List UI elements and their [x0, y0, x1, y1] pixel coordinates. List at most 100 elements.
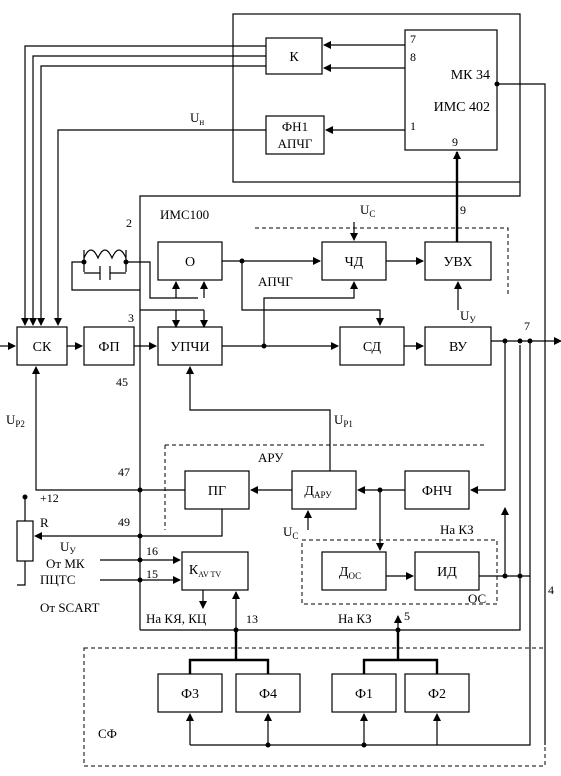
label-up1: UР1	[334, 412, 353, 429]
block-chd	[321, 241, 387, 281]
block-mk34	[404, 29, 498, 151]
label-ot-mk: От МК	[46, 556, 85, 571]
pin-45: 45	[116, 375, 128, 389]
block-kav-label: КAV TV	[189, 563, 221, 579]
label-na-kz-bottom: На КЗ	[338, 611, 372, 626]
pin-2: 2	[126, 216, 132, 230]
label-uc-main: U	[360, 202, 370, 217]
label-na-kz-top: На КЗ	[440, 522, 474, 537]
block-fn1-line1: ФН1	[282, 119, 308, 134]
resistor-r	[16, 520, 34, 562]
block-dos	[321, 551, 387, 591]
os-dashed-frame	[301, 539, 498, 605]
block-f2-label: Ф2	[428, 687, 446, 702]
ims100-dashed-outline	[255, 227, 509, 296]
block-uvx	[424, 241, 492, 281]
label-ims100: ИМС100	[160, 207, 209, 222]
label-uc2-main: U	[283, 524, 293, 539]
pin-8-mk: 8	[410, 50, 416, 64]
block-mk34-title: МК 34	[451, 68, 490, 83]
pin-3: 3	[128, 311, 134, 325]
block-sk-label: СК	[33, 340, 52, 355]
block-fp-label: ФП	[98, 340, 119, 355]
label-uc2: UС	[283, 524, 298, 541]
sf-dashed-frame	[83, 647, 546, 767]
block-o	[157, 241, 223, 281]
label-uy-sub: У	[469, 315, 476, 325]
block-dos-sub: ОС	[348, 571, 361, 581]
mk-module-frame	[232, 13, 521, 183]
label-sf: СФ	[98, 726, 117, 741]
block-pg-label: ПГ	[208, 484, 226, 499]
block-uvx-label: УВХ	[443, 255, 472, 270]
block-mk34-ims: ИМС 402	[434, 100, 490, 115]
block-sd-label: СД	[363, 340, 382, 355]
block-k	[265, 37, 323, 75]
label-uy2: UУ	[60, 539, 76, 556]
pin-9-mk: 9	[452, 135, 458, 149]
pin-13: 13	[246, 612, 258, 626]
block-fnch	[404, 470, 470, 510]
label-up1-sub: Р1	[343, 419, 353, 429]
block-dos-label: ДОС	[339, 565, 361, 581]
block-daru-sub: АРУ	[314, 490, 332, 500]
label-os: ОС	[468, 591, 486, 606]
block-f4-label: Ф4	[259, 687, 277, 702]
aru-dashed-outline	[164, 444, 486, 530]
block-fn1-apchg	[265, 115, 325, 155]
pin-9-line: 9	[460, 203, 466, 217]
label-ot-scart: От SCART	[40, 600, 99, 615]
block-upchi-label: УПЧИ	[170, 340, 209, 355]
label-up2-main: U	[6, 412, 16, 427]
label-up1-main: U	[334, 412, 344, 427]
label-uy: UУ	[460, 308, 476, 325]
block-id	[414, 551, 480, 591]
block-f1	[331, 673, 397, 713]
pin-4: 4	[548, 583, 554, 597]
label-uc2-sub: С	[292, 531, 298, 541]
block-daru	[291, 470, 357, 510]
block-vu-label: ВУ	[449, 340, 467, 355]
label-na-kya-kc: На КЯ, КЦ	[146, 611, 207, 626]
block-sk	[16, 326, 68, 366]
block-fn1-line2: АПЧГ	[278, 136, 313, 151]
pin-7-right: 7	[524, 319, 530, 333]
block-dos-main: Д	[339, 565, 349, 580]
block-daru-main: Д	[304, 484, 314, 499]
pin-1-mk: 1	[410, 119, 416, 133]
block-kav-main: К	[189, 563, 199, 578]
label-aru: АРУ	[258, 450, 284, 465]
pin-47: 47	[118, 465, 130, 479]
lc-tank-icon	[81, 249, 129, 280]
pin-15: 15	[146, 567, 158, 581]
pin-49: 49	[118, 515, 130, 529]
label-uc: UС	[360, 202, 375, 219]
label-pcts: ПЦТС	[40, 572, 75, 587]
block-chd-label: ЧД	[345, 255, 364, 270]
block-f3-label: Ф3	[181, 687, 199, 702]
block-vu	[424, 326, 492, 366]
label-plus12: +12	[40, 491, 59, 505]
label-up2-sub: Р2	[15, 419, 25, 429]
pin-16: 16	[146, 544, 158, 558]
pin-5: 5	[404, 609, 410, 623]
label-r: R	[40, 515, 49, 530]
label-uy2-sub: У	[69, 546, 76, 556]
label-uy-main: U	[460, 308, 470, 323]
block-f1-label: Ф1	[355, 687, 373, 702]
label-uy2-main: U	[60, 539, 70, 554]
label-un-main: U	[190, 110, 200, 125]
block-sd	[339, 326, 405, 366]
block-kav	[181, 551, 249, 591]
block-k-label: К	[289, 50, 299, 65]
block-fnch-label: ФНЧ	[422, 484, 452, 499]
label-apchg: АПЧГ	[258, 274, 293, 289]
pin-7-mk: 7	[410, 32, 416, 46]
label-un-sub: н	[199, 117, 204, 127]
label-un: Uн	[190, 110, 204, 127]
label-up2: UР2	[6, 412, 25, 429]
label-uc-sub: С	[369, 209, 375, 219]
block-daru-label: ДАРУ	[304, 484, 332, 500]
block-o-label: О	[185, 255, 195, 270]
